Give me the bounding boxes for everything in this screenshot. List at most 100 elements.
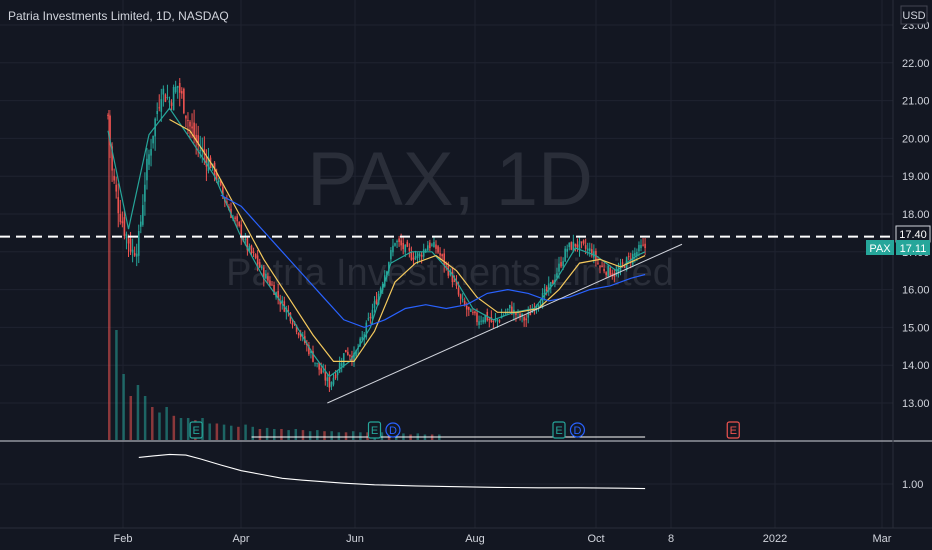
candle-body — [523, 316, 525, 321]
candle-body — [146, 158, 148, 181]
volume-bar — [115, 330, 118, 440]
candle-body — [566, 248, 568, 252]
candle-body — [320, 368, 322, 374]
candle-body — [234, 217, 236, 220]
candle-body — [402, 242, 404, 250]
candle-body — [267, 276, 269, 281]
y-tick-label: 18.00 — [902, 209, 930, 221]
drawings[interactable] — [0, 235, 893, 404]
candle-body — [537, 305, 540, 308]
watermark-ticker: PAX, 1D — [307, 137, 593, 222]
candle-body — [117, 197, 120, 214]
chart-title: Patria Investments Limited, 1D, NASDAQ — [8, 9, 229, 23]
volume-bar — [215, 423, 219, 440]
indicator-line — [138, 453, 646, 490]
candle-body — [367, 318, 370, 320]
candle-body — [129, 238, 132, 252]
volume-bar — [287, 430, 290, 440]
candle-body — [576, 244, 579, 248]
candle-body — [601, 265, 603, 267]
candle-body — [636, 251, 638, 256]
candle-body — [215, 173, 218, 181]
candle-body — [256, 255, 259, 265]
candle-body — [174, 86, 177, 93]
candle-body — [326, 377, 329, 382]
candle-body — [287, 310, 290, 312]
candle-body — [107, 114, 109, 116]
candle-body — [340, 363, 343, 366]
candle-body — [482, 319, 484, 323]
candle-body — [552, 280, 554, 284]
candle-body — [207, 157, 210, 171]
candle-body — [640, 244, 642, 249]
candle-body — [140, 221, 142, 227]
volume-bar — [294, 429, 298, 440]
candle-body — [439, 253, 441, 256]
candle-body — [562, 261, 564, 267]
candle-body — [312, 351, 314, 362]
currency-box[interactable] — [900, 5, 928, 25]
candle-body — [582, 240, 585, 244]
candle-body — [349, 355, 351, 357]
candle-body — [236, 216, 238, 222]
candle-body — [543, 289, 546, 294]
candle-body — [279, 301, 281, 305]
candle-body — [642, 244, 644, 246]
candle-body — [125, 233, 128, 239]
moving-averages — [107, 107, 646, 378]
candle-body — [334, 374, 337, 379]
y-tick-label: 20.00 — [902, 133, 930, 145]
candle-body — [396, 240, 398, 243]
lower-y-tick-label: 1.00 — [902, 479, 923, 491]
candle-body — [433, 242, 435, 248]
dividend-marker — [569, 422, 586, 438]
y-tick-label: 19.00 — [902, 171, 930, 183]
candle-body — [568, 242, 571, 247]
candle-body — [453, 280, 456, 282]
candle-body — [492, 320, 495, 322]
candle-body — [408, 248, 411, 251]
candle-body — [269, 280, 271, 286]
volume-bar — [323, 431, 326, 440]
candle-body — [406, 241, 409, 247]
moving-average-line — [220, 194, 646, 329]
candle-body — [271, 284, 273, 286]
candle-body — [314, 362, 316, 364]
candle-body — [191, 126, 193, 129]
x-tick-label: 8 — [668, 533, 674, 545]
candle-body — [353, 352, 355, 362]
candle-body — [525, 318, 527, 321]
volume-bar — [359, 432, 362, 440]
candle-body — [498, 320, 501, 322]
candle-body — [560, 262, 562, 267]
candle-body — [506, 308, 509, 310]
candle-body — [578, 241, 581, 251]
candle-body — [113, 175, 115, 181]
candle-body — [550, 282, 552, 287]
candle-body — [170, 102, 173, 106]
candle-body — [472, 312, 474, 314]
candle-body — [338, 362, 341, 373]
candle-body — [168, 100, 171, 103]
candle-body — [431, 244, 433, 246]
candle-body — [611, 273, 614, 276]
candle-body — [437, 246, 439, 253]
candle-body — [308, 345, 310, 355]
candle-body — [373, 301, 376, 309]
candle-body — [644, 243, 646, 249]
candle-body — [277, 291, 279, 298]
candle-body — [121, 221, 124, 224]
candle-body — [564, 248, 566, 262]
volume-bar — [108, 110, 111, 440]
y-tick-label: 16.00 — [902, 285, 930, 297]
y-tick-label: 13.00 — [902, 398, 930, 410]
candle-body — [584, 245, 587, 249]
candle-body — [281, 300, 284, 303]
candle-body — [222, 186, 224, 196]
candle-body — [355, 350, 357, 356]
candle-body — [445, 262, 448, 266]
candle-body — [539, 304, 542, 307]
